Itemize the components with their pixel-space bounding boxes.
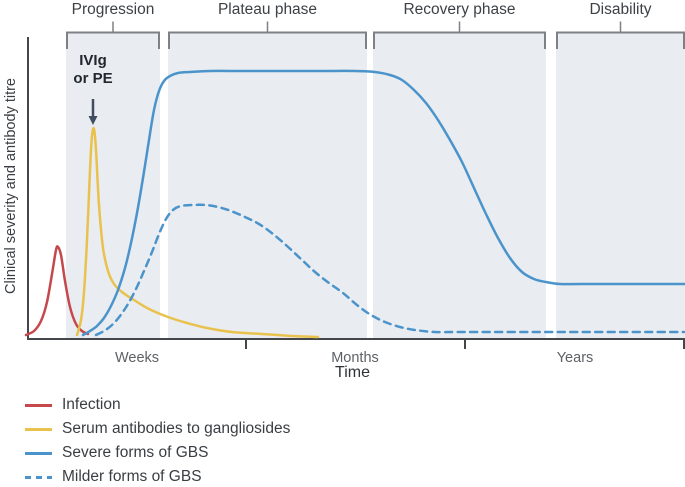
milder-gbs-dashed-line-swatch [25, 475, 52, 479]
x-axis-title: Time [335, 364, 370, 381]
x-tick-label-years: Years [556, 350, 594, 366]
phase-label-plateau: Plateau phase [217, 1, 318, 18]
series-line-serum-antibodies-to-gangliosides [75, 126, 320, 339]
x-tick-label-months: Months [331, 350, 379, 366]
series-line-infection [24, 245, 90, 337]
down-arrow-head-icon [88, 116, 98, 125]
phase-band [168, 33, 367, 338]
phase-label-progression: Progression [71, 1, 155, 18]
severe-gbs-line-swatch [25, 451, 52, 455]
phase-band [66, 33, 160, 338]
ivig-pe-annotation: IVIg or PE [73, 52, 112, 88]
legend: Infection Serum antibodies to gangliosid… [25, 393, 290, 487]
annotation-line2: or PE [73, 70, 113, 87]
serum-antibodies-line-swatch [25, 427, 52, 431]
legend-item-serum-antibodies: Serum antibodies to gangliosides [25, 417, 290, 441]
series-line-milder-forms-of-gbs [94, 203, 685, 337]
legend-item-milder-gbs: Milder forms of GBS [25, 465, 290, 487]
phase-label-recovery: Recovery phase [403, 1, 516, 18]
legend-label: Infection [62, 396, 121, 413]
phase-band [556, 33, 685, 338]
x-tick-label-weeks: Weeks [114, 350, 160, 366]
infection-line-swatch [25, 403, 52, 407]
legend-label: Serum antibodies to gangliosides [62, 420, 291, 437]
legend-label: Severe forms of GBS [62, 444, 209, 461]
annotation-line1: IVIg [79, 52, 107, 69]
series-line-severe-forms-of-gbs [81, 69, 685, 337]
phase-band [373, 33, 546, 338]
y-axis-title: Clinical severity and antibody titre [3, 78, 19, 294]
legend-item-severe-gbs: Severe forms of GBS [25, 441, 290, 465]
phase-label-disability: Disability [589, 1, 652, 18]
legend-label: Milder forms of GBS [62, 468, 202, 485]
legend-item-infection: Infection [25, 393, 290, 417]
